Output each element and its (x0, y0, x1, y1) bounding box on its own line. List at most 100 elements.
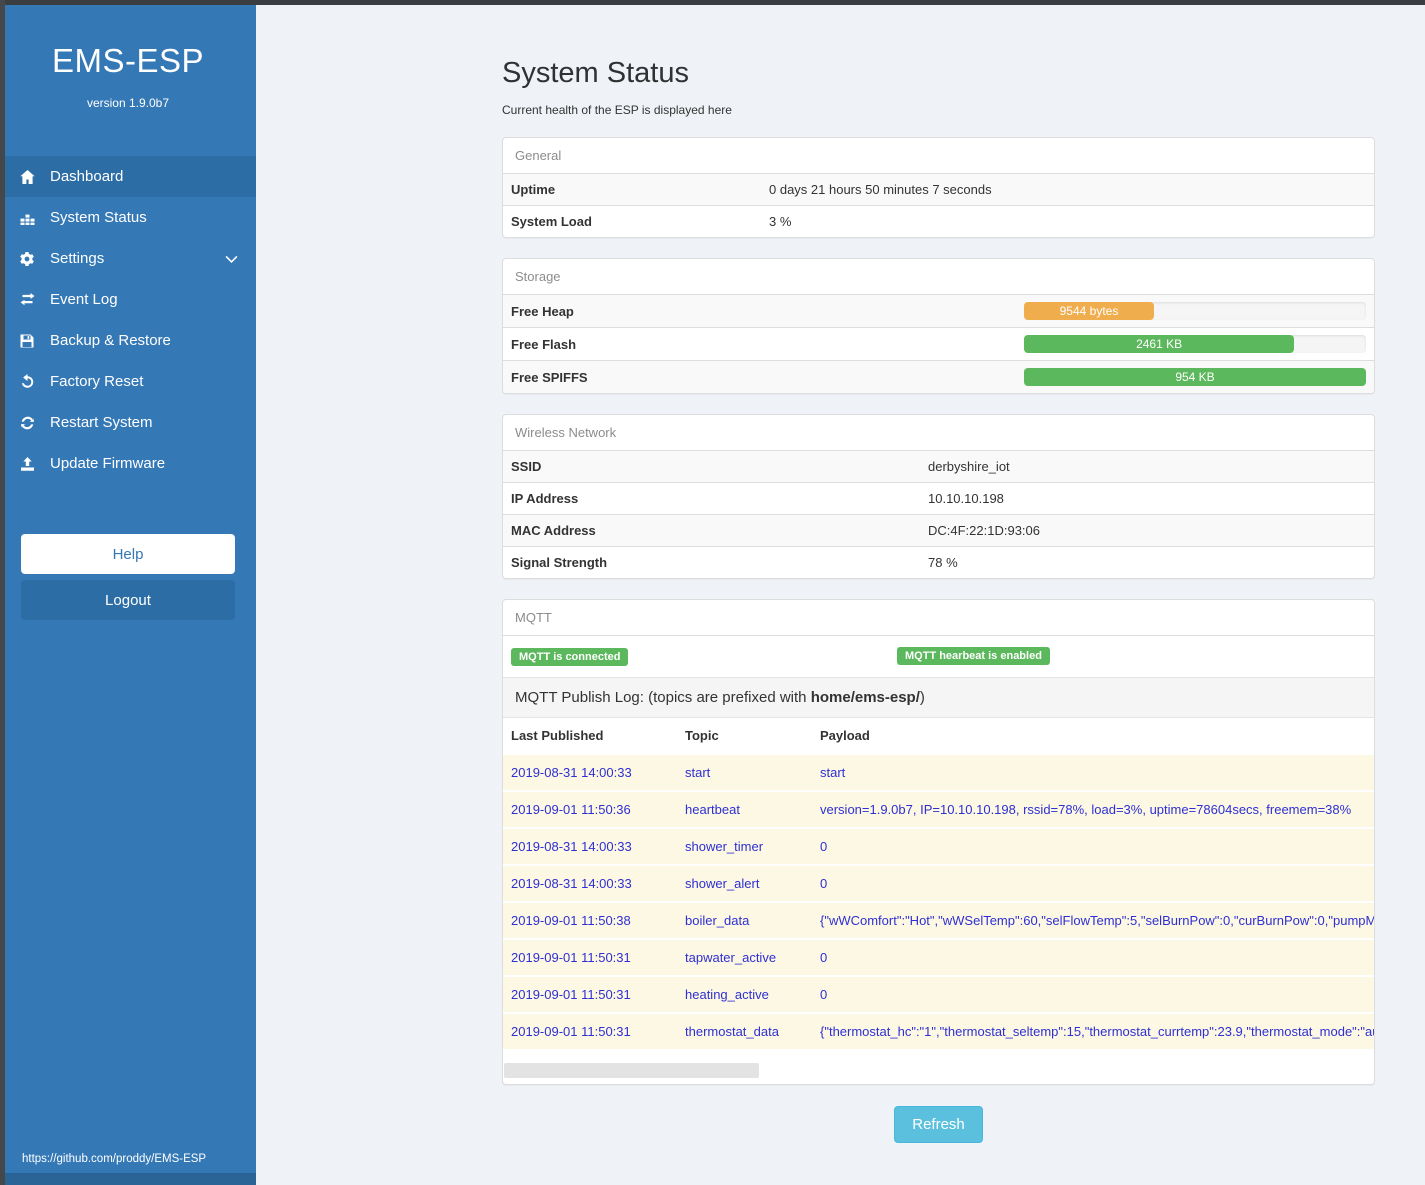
sidebar-item-label: Update Firmware (50, 455, 166, 472)
progress-bar-track: 954 KB (1024, 368, 1366, 386)
table-row: Free Flash 2461 KB (503, 327, 1374, 361)
mqtt-panel-header: MQTT (503, 600, 1374, 636)
row-value: 9544 bytes (1016, 295, 1374, 328)
row-label: Uptime (511, 182, 556, 197)
sidebar-item-event-log[interactable]: Event Log (0, 279, 256, 320)
progress-bar-fill: 9544 bytes (1024, 302, 1154, 320)
column-header-last-published: Last Published (503, 718, 677, 755)
log-payload: 0 (812, 864, 1374, 902)
sidebar-item-label: Restart System (50, 414, 153, 431)
log-payload: 0 (812, 975, 1374, 1013)
log-topic: shower_timer (677, 827, 812, 865)
table-row: System Load 3 % (503, 205, 1374, 238)
progress-bar-fill: 2461 KB (1024, 335, 1295, 353)
sidebar-bottom-strip (0, 1173, 256, 1185)
row-label: Free Flash (511, 336, 577, 352)
wireless-table: SSID derbyshire_iot IP Address 10.10.10.198… (503, 451, 1374, 578)
sidebar-item-label: Backup & Restore (50, 332, 171, 349)
backup-icon (17, 333, 37, 349)
sidebar-item-label: Factory Reset (50, 373, 144, 390)
help-button[interactable]: Help (21, 534, 235, 574)
log-last-published: 2019-09-01 11:50:31 (503, 1012, 677, 1049)
row-value: 0 days 21 hours 50 minutes 7 seconds (769, 182, 992, 197)
log-topic: heartbeat (677, 790, 812, 828)
storage-panel-header: Storage (503, 259, 1374, 295)
log-topic: shower_alert (677, 864, 812, 902)
sidebar-item-backup-restore[interactable]: Backup & Restore (0, 320, 256, 361)
sidebar-item-settings[interactable]: Settings (0, 238, 256, 279)
log-last-published: 2019-08-31 14:00:33 (503, 753, 677, 791)
mqtt-heartbeat-badge: MQTT hearbeat is enabled (897, 647, 1050, 665)
sidebar-item-system-status[interactable]: System Status (0, 197, 256, 238)
log-table-row: 2019-08-31 14:00:33 shower_timer 0 (503, 827, 1374, 865)
row-value: derbyshire_iot (928, 459, 1010, 474)
main-area: System Status Current health of the ESP … (256, 5, 1425, 1185)
log-table-row: 2019-08-31 14:00:33 start start (503, 753, 1374, 791)
refresh-button[interactable]: Refresh (894, 1106, 983, 1143)
sidebar-item-update-firmware[interactable]: Update Firmware (0, 443, 256, 484)
sidebar-item-restart-system[interactable]: Restart System (0, 402, 256, 443)
system-status-icon (17, 210, 37, 226)
home-icon (17, 169, 37, 185)
log-last-published: 2019-08-31 14:00:33 (503, 864, 677, 902)
log-topic: heating_active (677, 975, 812, 1013)
sidebar-item-factory-reset[interactable]: Factory Reset (0, 361, 256, 402)
sidebar: EMS-ESP version 1.9.0b7 Dashboard System … (0, 0, 256, 1185)
table-row: IP Address 10.10.10.198 (503, 482, 1374, 515)
mqtt-badge-row: MQTT is connected MQTT hearbeat is enabl… (503, 636, 1374, 677)
row-value: 3 % (769, 214, 792, 229)
row-value: 2461 KB (1016, 328, 1374, 361)
upload-icon (17, 456, 37, 472)
row-label: MAC Address (511, 523, 596, 538)
mqtt-connected-badge: MQTT is connected (511, 648, 629, 666)
publish-log-text: MQTT Publish Log: (topics are prefixed w… (515, 689, 811, 706)
progress-bar-fill: 954 KB (1024, 368, 1366, 386)
gear-icon (17, 251, 37, 267)
table-row: MAC Address DC:4F:22:1D:93:06 (503, 514, 1374, 547)
log-payload: 0 (812, 827, 1374, 865)
table-row: Free SPIFFS 954 KB (503, 360, 1374, 393)
sidebar-nav: Dashboard System Status Settings Event Log B… (0, 156, 256, 484)
factory-reset-icon (17, 373, 37, 390)
wireless-panel-header: Wireless Network (503, 415, 1374, 451)
progress-bar-track: 9544 bytes (1024, 302, 1366, 320)
logout-button[interactable]: Logout (21, 580, 235, 620)
log-payload: version=1.9.0b7, IP=10.10.10.198, rssid=… (812, 790, 1374, 828)
github-link[interactable]: https://github.com/proddy/EMS-ESP (22, 1153, 207, 1165)
log-table-row: 2019-09-01 11:50:31 heating_active 0 (503, 975, 1374, 1013)
log-topic: start (677, 753, 812, 791)
sidebar-item-label: Event Log (50, 291, 118, 308)
row-label: Free Heap (511, 303, 574, 319)
log-last-published: 2019-09-01 11:50:36 (503, 790, 677, 828)
chevron-down-icon (225, 252, 238, 269)
row-value: 10.10.10.198 (928, 491, 1004, 506)
table-horizontal-scrollbar (503, 1063, 1374, 1079)
scrollbar-thumb[interactable] (504, 1063, 759, 1078)
progress-bar-track: 2461 KB (1024, 335, 1366, 353)
help-button-label: Help (112, 545, 144, 563)
table-row: Uptime 0 days 21 hours 50 minutes 7 secon… (503, 174, 1374, 206)
log-table-row: 2019-09-01 11:50:31 thermostat_data {"ther… (503, 1012, 1374, 1049)
log-table-row: 2019-09-01 11:50:38 boiler_data {"wWComfor… (503, 901, 1374, 939)
sidebar-item-dashboard[interactable]: Dashboard (0, 156, 256, 197)
restart-icon (17, 415, 37, 431)
general-panel: General Uptime 0 days 21 hours 50 minutes… (502, 137, 1375, 238)
column-header-payload: Payload (812, 718, 1374, 755)
log-payload: {"thermostat_hc":"1","thermostat_seltemp… (812, 1012, 1374, 1049)
sidebar-item-label: Settings (50, 250, 105, 267)
page-title: System Status (502, 57, 689, 89)
app-title: EMS-ESP (51, 42, 205, 79)
sidebar-buttons: Help Logout (0, 534, 256, 620)
refresh-button-wrap: Refresh (502, 1106, 1375, 1143)
log-table-row: 2019-08-31 14:00:33 shower_alert 0 (503, 864, 1374, 902)
wireless-panel: Wireless Network SSID derbyshire_iot IP Ad… (502, 414, 1375, 579)
page-subtitle: Current health of the ESP is displayed h… (502, 103, 732, 117)
log-topic: tapwater_active (677, 938, 812, 976)
mqtt-publish-log-table: Last Published Topic Payload 2019-08-31 … (503, 718, 1374, 1049)
event-log-icon (17, 292, 37, 307)
mqtt-publish-log-caption: MQTT Publish Log: (topics are prefixed w… (503, 677, 1374, 718)
log-payload: {"wWComfort":"Hot","wWSelTemp":60,"selFl… (812, 901, 1374, 939)
row-value: DC:4F:22:1D:93:06 (928, 523, 1041, 538)
log-topic: thermostat_data (677, 1012, 812, 1049)
sidebar-item-label: System Status (50, 209, 147, 226)
